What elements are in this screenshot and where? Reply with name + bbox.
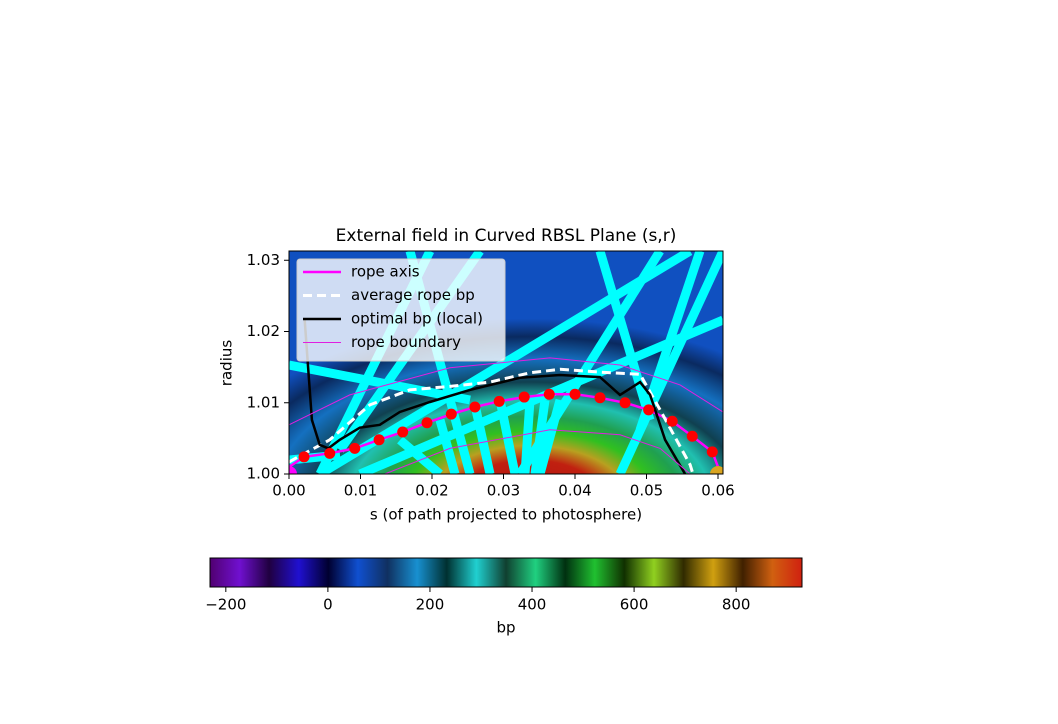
point bbox=[569, 388, 581, 400]
colorbar-label: bp bbox=[496, 619, 515, 637]
point bbox=[493, 395, 505, 407]
x-tick-label: 0.04 bbox=[558, 482, 591, 500]
point bbox=[397, 426, 409, 438]
point bbox=[373, 434, 385, 446]
y-tick-label: 1.01 bbox=[247, 393, 280, 411]
series-line bbox=[384, 429, 691, 474]
y-axis-label: radius bbox=[218, 340, 236, 387]
point bbox=[543, 388, 555, 400]
colorbar-tick-label: −200 bbox=[205, 596, 246, 614]
colorbar-tick-label: 600 bbox=[620, 596, 649, 614]
x-tick-label: 0.01 bbox=[344, 482, 377, 500]
point bbox=[349, 442, 361, 454]
y-tick-label: 1.00 bbox=[247, 465, 280, 483]
x-tick-label: 0.06 bbox=[701, 482, 734, 500]
colorbar-tick-label: 0 bbox=[323, 596, 333, 614]
axes-frame bbox=[288, 250, 724, 475]
point bbox=[445, 408, 457, 420]
series-line bbox=[289, 367, 695, 474]
point bbox=[686, 430, 698, 442]
point bbox=[666, 415, 678, 427]
colorbar-tick-label: 200 bbox=[416, 596, 445, 614]
colorbar-tick-label: 800 bbox=[722, 596, 751, 614]
point bbox=[298, 451, 310, 463]
legend-box bbox=[296, 258, 506, 362]
x-tick-label: 0.03 bbox=[487, 482, 520, 500]
colorbar-tick-label: 400 bbox=[518, 596, 547, 614]
point bbox=[643, 404, 655, 416]
legend-label: optimal bp (local) bbox=[351, 310, 483, 328]
x-tick-label: 0.02 bbox=[415, 482, 448, 500]
point bbox=[619, 397, 631, 409]
point bbox=[518, 391, 530, 403]
point bbox=[469, 401, 481, 413]
series-line bbox=[289, 357, 723, 426]
x-tick-label: 0.00 bbox=[272, 482, 305, 500]
legend-label: rope boundary bbox=[351, 333, 461, 351]
point bbox=[594, 392, 606, 404]
legend-label: average rope bp bbox=[351, 286, 475, 304]
point bbox=[324, 447, 336, 459]
series-line bbox=[303, 320, 687, 474]
y-tick-label: 1.02 bbox=[247, 322, 280, 340]
point bbox=[709, 466, 723, 474]
x-tick-label: 0.05 bbox=[630, 482, 663, 500]
x-axis-label: s (of path projected to photosphere) bbox=[370, 506, 642, 524]
chart-title: External field in Curved RBSL Plane (s,r… bbox=[336, 226, 677, 246]
colorbar bbox=[209, 557, 803, 588]
point bbox=[421, 417, 433, 429]
point bbox=[706, 446, 718, 458]
y-tick-label: 1.03 bbox=[247, 251, 280, 269]
point bbox=[289, 466, 297, 474]
legend-label: rope axis bbox=[351, 263, 420, 281]
